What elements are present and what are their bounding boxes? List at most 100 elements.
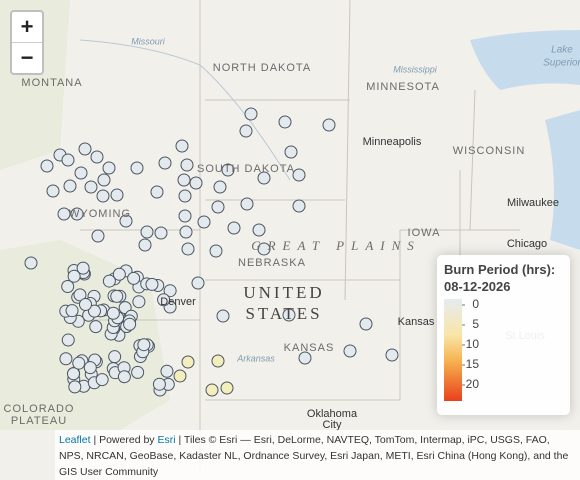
station-marker	[132, 295, 146, 309]
esri-link[interactable]: Esri	[157, 434, 176, 446]
place-label: NORTH DAKOTA	[213, 62, 311, 74]
station-marker	[78, 142, 92, 156]
station-marker	[119, 214, 133, 228]
zoom-control: + −	[10, 10, 44, 75]
station-marker	[24, 256, 38, 270]
place-label: Chicago	[507, 238, 547, 250]
place-label: WYOMING	[69, 208, 131, 220]
station-marker	[152, 377, 166, 391]
attribution-text: | Powered by	[90, 434, 158, 446]
place-label: Minneapolis	[363, 136, 422, 148]
station-marker	[74, 166, 88, 180]
station-marker	[63, 179, 77, 193]
station-marker	[154, 226, 168, 240]
place-label: Missouri	[131, 36, 166, 46]
legend: Burn Period (hrs): 08-12-2026 0 5 10 15 20	[437, 255, 570, 415]
station-marker	[78, 297, 92, 311]
station-marker	[73, 288, 87, 302]
station-marker	[189, 176, 203, 190]
station-marker	[181, 355, 195, 369]
station-marker	[145, 277, 159, 291]
station-marker	[96, 189, 110, 203]
station-marker	[59, 352, 73, 366]
station-marker	[244, 107, 258, 121]
station-marker	[181, 242, 195, 256]
station-marker	[278, 115, 292, 129]
legend-tick-label: 15	[466, 357, 480, 371]
legend-date: 08-12-2026	[444, 279, 511, 294]
station-marker	[95, 373, 109, 387]
legend-tick-label: 5	[472, 317, 479, 331]
station-marker	[40, 159, 54, 173]
place-label: MONTANA	[21, 77, 82, 89]
station-marker	[220, 381, 234, 395]
station-marker	[84, 180, 98, 194]
legend-tick-label: 20	[466, 377, 480, 391]
place-label: Denver	[160, 296, 196, 308]
station-marker	[57, 207, 71, 221]
station-marker	[117, 370, 131, 384]
station-marker	[239, 124, 253, 138]
place-label: Oklahoma	[307, 408, 358, 420]
station-marker	[67, 269, 81, 283]
station-marker	[209, 244, 223, 258]
station-marker	[131, 365, 145, 379]
station-marker	[108, 350, 122, 364]
station-marker	[322, 118, 336, 132]
place-label: SOUTH DAKOTA	[197, 163, 295, 175]
station-marker	[213, 180, 227, 194]
station-marker	[211, 200, 225, 214]
station-marker	[158, 156, 172, 170]
legend-title: Burn Period (hrs):	[444, 262, 556, 277]
legend-tick-label: 0	[472, 297, 479, 311]
station-marker	[137, 338, 151, 352]
station-marker	[175, 139, 189, 153]
place-label: MINNESOTA	[366, 81, 440, 93]
station-marker	[138, 238, 152, 252]
station-marker	[257, 242, 271, 256]
station-marker	[240, 197, 254, 211]
place-label: WISCONSIN	[453, 145, 526, 157]
station-marker	[110, 289, 124, 303]
station-marker	[65, 304, 79, 318]
station-marker	[61, 153, 75, 167]
station-marker	[343, 344, 357, 358]
station-marker	[72, 356, 86, 370]
zoom-in[interactable]: +	[20, 14, 34, 39]
station-marker	[180, 158, 194, 172]
station-marker	[227, 221, 241, 235]
place-label: UNITED	[243, 283, 324, 302]
station-marker	[178, 189, 192, 203]
place-label: Kansas	[398, 316, 435, 328]
station-marker	[140, 225, 154, 239]
station-marker	[150, 185, 164, 199]
station-marker	[112, 267, 126, 281]
station-marker	[216, 309, 230, 323]
station-marker	[130, 161, 144, 175]
place-label: Milwaukee	[507, 197, 559, 209]
station-marker	[66, 367, 80, 381]
zoom-out[interactable]: −	[12, 42, 42, 73]
place-label: KANSAS	[284, 342, 335, 354]
station-marker	[257, 171, 271, 185]
station-marker	[76, 261, 90, 275]
station-marker	[178, 209, 192, 223]
place-label: City	[323, 419, 342, 431]
place-label: NEBRASKA	[238, 257, 306, 269]
place-label: STATES	[245, 304, 322, 323]
color-ramp	[444, 299, 462, 401]
place-label: Arkansas	[236, 353, 275, 363]
station-marker	[61, 333, 75, 347]
station-marker	[298, 351, 312, 365]
station-marker	[91, 229, 105, 243]
place-label: Superior	[543, 58, 580, 69]
leaflet-link[interactable]: Leaflet	[59, 434, 91, 446]
station-marker	[160, 364, 174, 378]
station-marker	[163, 284, 177, 298]
station-marker	[87, 304, 101, 318]
station-marker	[211, 354, 225, 368]
station-marker	[97, 173, 111, 187]
station-marker	[191, 276, 205, 290]
